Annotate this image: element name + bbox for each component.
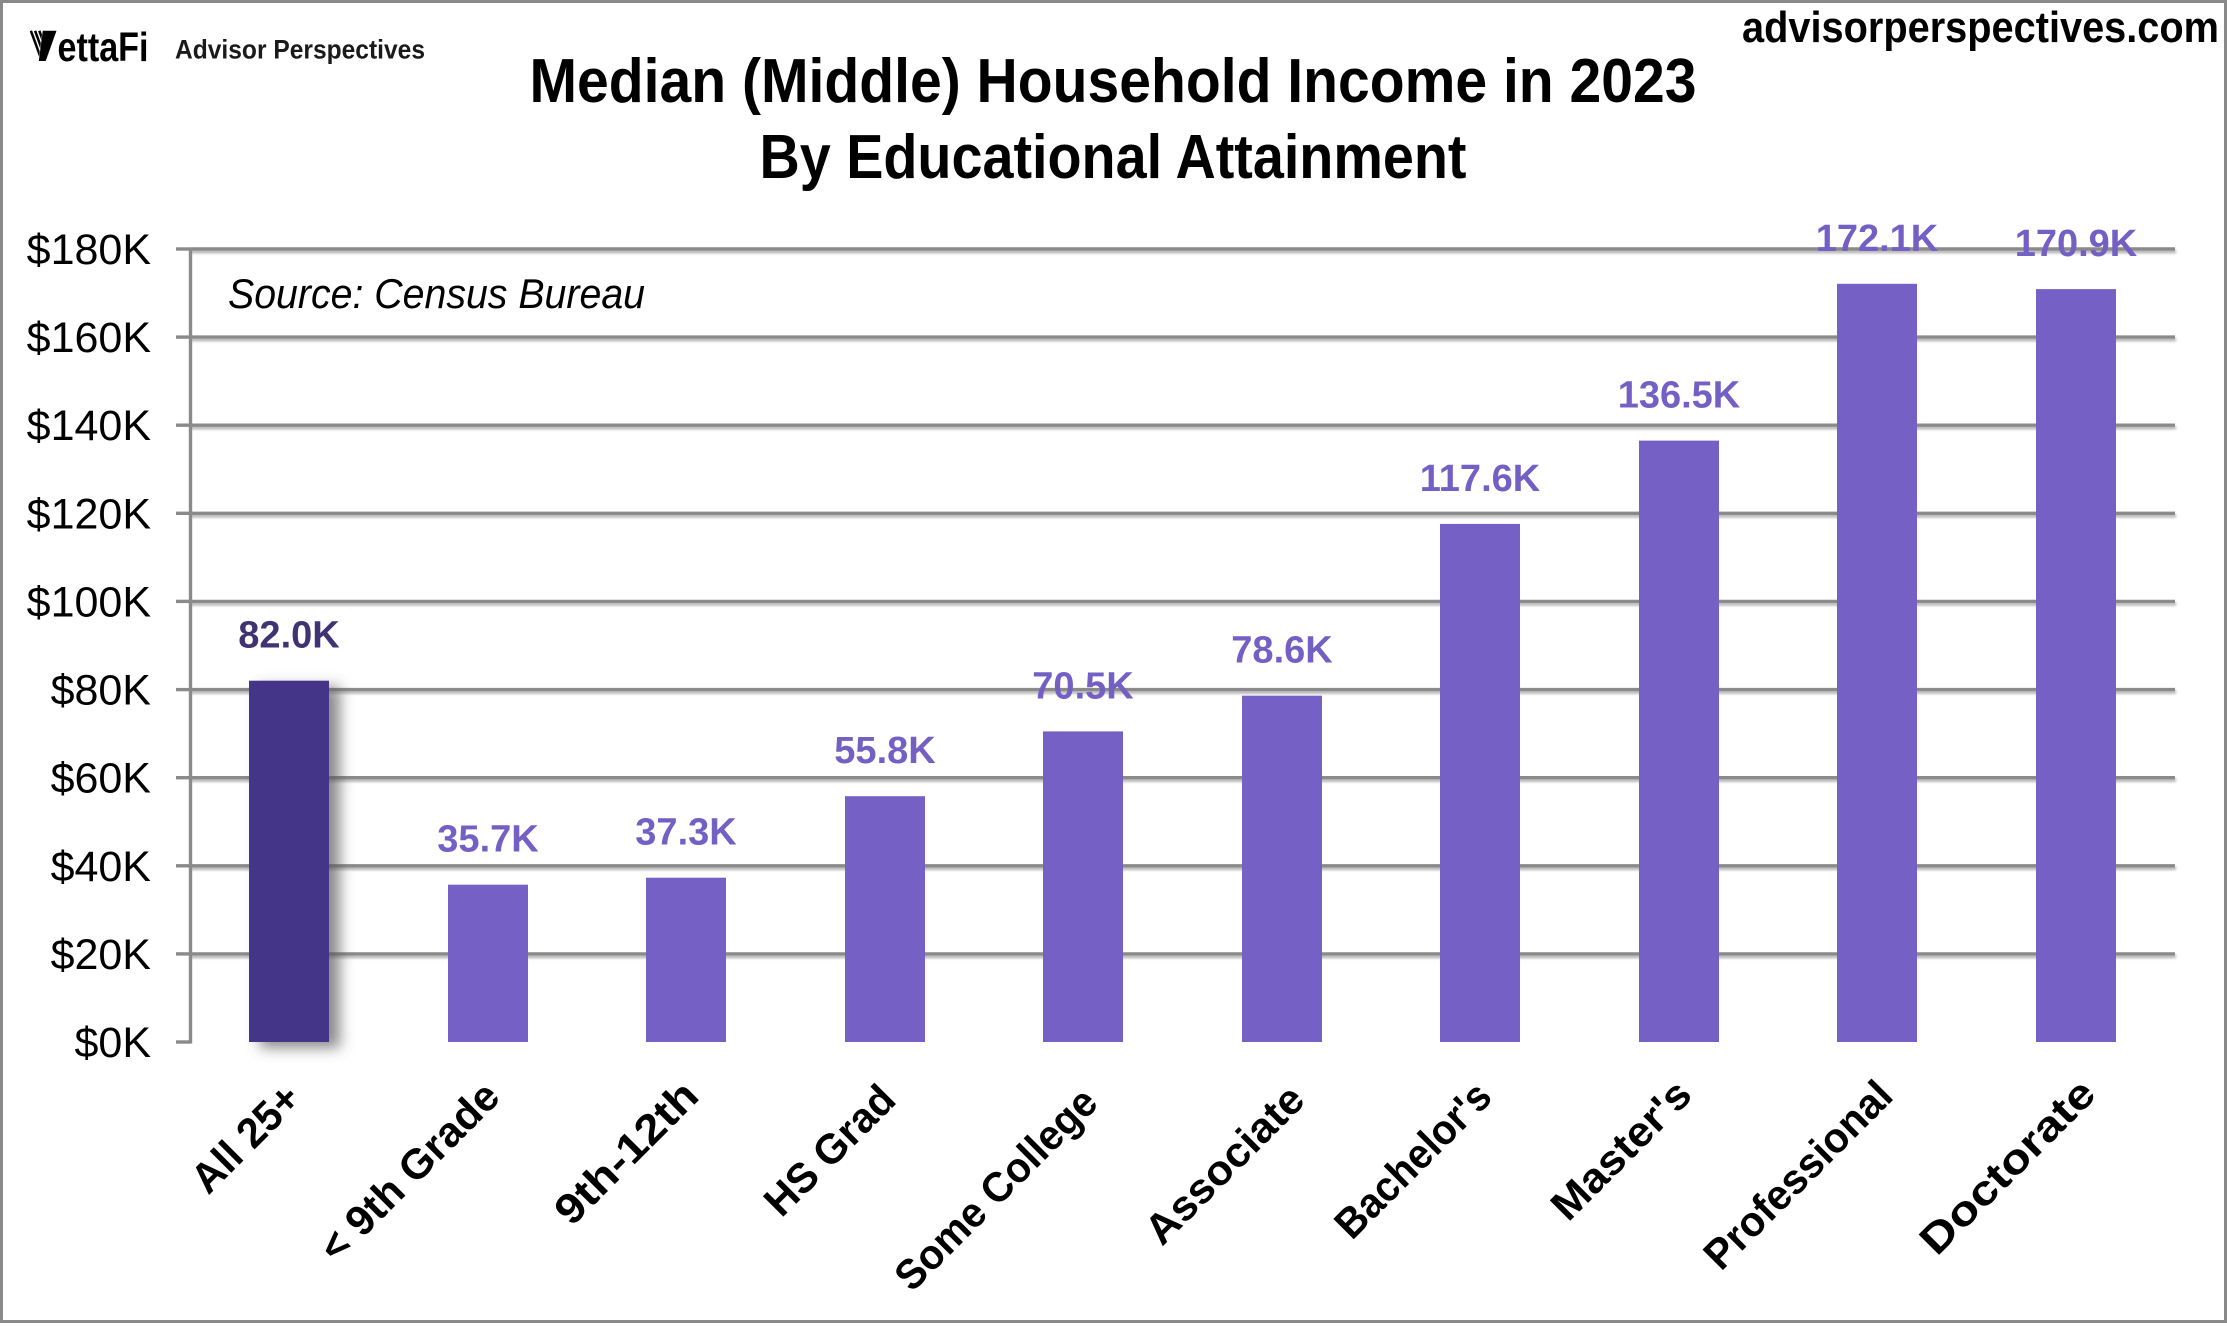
svg-text:35.7K: 35.7K xyxy=(437,819,539,861)
svg-text:$80K: $80K xyxy=(51,667,152,715)
svg-text:$120K: $120K xyxy=(27,490,152,538)
svg-text:Advisor Perspectives: Advisor Perspectives xyxy=(175,35,425,65)
svg-text:$20K: $20K xyxy=(51,931,152,979)
svg-text:$40K: $40K xyxy=(51,843,152,891)
svg-text:ettaFi: ettaFi xyxy=(58,24,149,70)
svg-text:70.5K: 70.5K xyxy=(1032,665,1134,707)
svg-text:Median (Middle) Household Inco: Median (Middle) Household Income in 2023 xyxy=(530,47,1697,116)
svg-text:78.6K: 78.6K xyxy=(1231,630,1333,672)
svg-text:Source: Census Bureau: Source: Census Bureau xyxy=(228,270,645,317)
svg-text:37.3K: 37.3K xyxy=(635,812,737,854)
svg-text:55.8K: 55.8K xyxy=(834,730,936,772)
svg-text:136.5K: 136.5K xyxy=(1618,375,1741,417)
svg-text:$60K: $60K xyxy=(51,755,152,803)
svg-text:170.9K: 170.9K xyxy=(2015,223,2138,265)
svg-text:172.1K: 172.1K xyxy=(1816,218,1939,260)
svg-text:117.6K: 117.6K xyxy=(1420,458,1541,500)
svg-text:$180K: $180K xyxy=(27,226,152,274)
svg-text:$0K: $0K xyxy=(74,1019,151,1067)
svg-text:advisorperspectives.com: advisorperspectives.com xyxy=(1742,3,2219,52)
svg-text:$140K: $140K xyxy=(27,402,152,450)
svg-text:82.0K: 82.0K xyxy=(238,615,340,657)
svg-text:$160K: $160K xyxy=(27,314,152,362)
svg-text:By Educational Attainment: By Educational Attainment xyxy=(760,123,1467,192)
svg-text:$100K: $100K xyxy=(27,578,152,626)
